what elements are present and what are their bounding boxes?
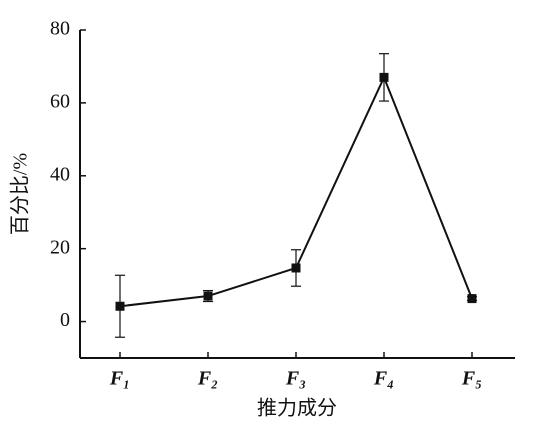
- x-tick-label: F₄: [373, 368, 394, 390]
- y-axis-label: 百分比/%: [9, 153, 32, 235]
- x-tick-label: F₃: [285, 368, 306, 390]
- marker: [203, 291, 213, 301]
- x-tick-label: F₂: [197, 368, 218, 390]
- marker: [115, 301, 125, 311]
- marker: [467, 294, 477, 304]
- x-tick-label: F₅: [461, 368, 482, 390]
- marker: [379, 72, 389, 82]
- marker: [291, 263, 301, 273]
- y-tick-label: 40: [50, 163, 70, 185]
- y-tick-label: 80: [50, 18, 70, 40]
- y-tick-label: 0: [60, 309, 70, 331]
- y-tick-label: 20: [50, 236, 70, 258]
- x-tick-label: F₁: [109, 368, 130, 390]
- y-tick-label: 60: [50, 90, 70, 112]
- x-axis-label: 推力成分: [257, 397, 337, 420]
